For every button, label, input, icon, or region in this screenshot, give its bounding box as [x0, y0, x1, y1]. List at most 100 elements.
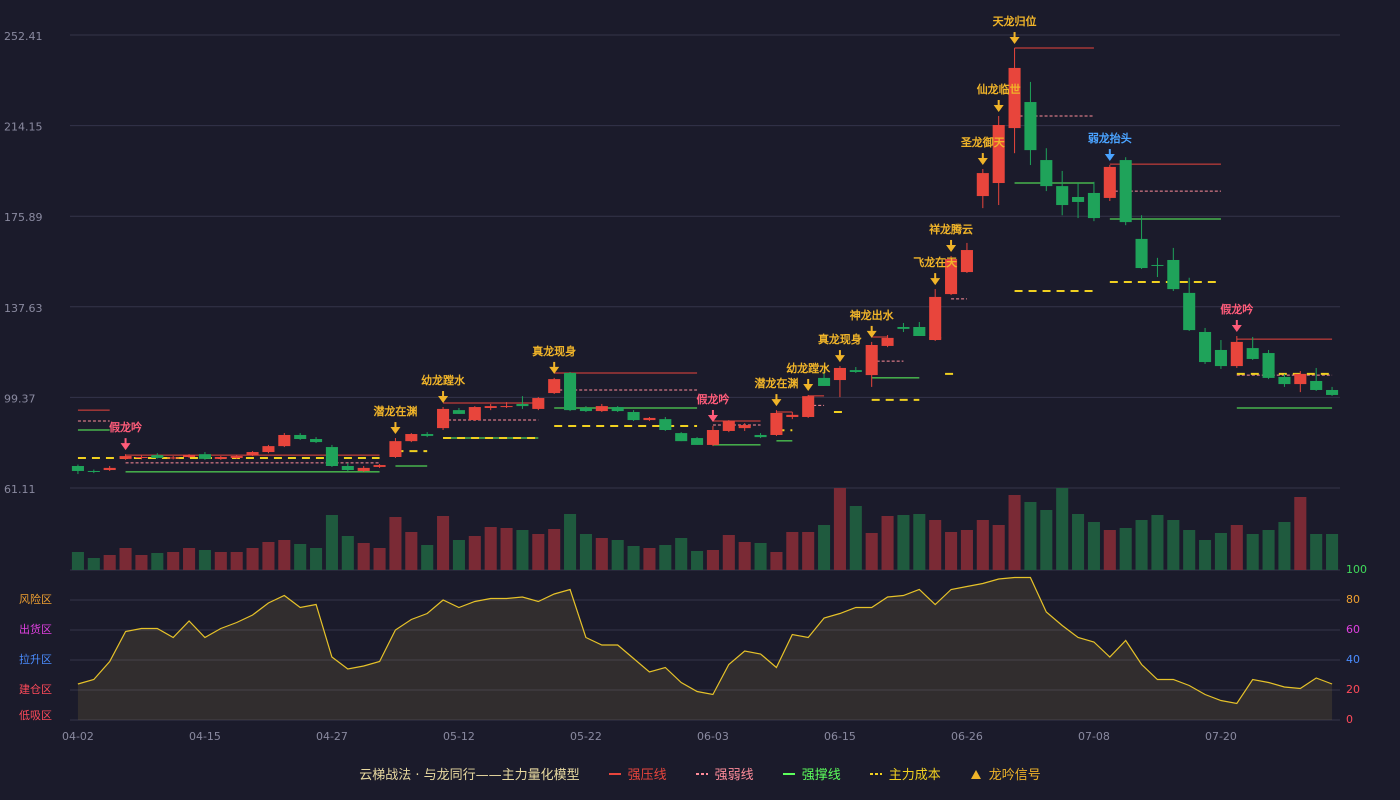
candle-body — [71, 466, 84, 471]
legend-marker — [970, 769, 981, 779]
volume-bar — [881, 516, 894, 570]
candle-body — [437, 408, 450, 429]
volume-bar — [1103, 530, 1116, 570]
volume-bar — [770, 552, 783, 570]
volume-bar — [738, 542, 751, 570]
candle-body — [675, 433, 688, 442]
signal-label: 真龙现身 — [532, 344, 576, 358]
candle-body — [262, 446, 275, 453]
candle-body — [341, 466, 354, 471]
volume-bar — [198, 550, 211, 570]
volume-bar — [564, 514, 577, 570]
volume-bar — [627, 546, 640, 570]
candle-body — [786, 414, 799, 417]
candle-body — [1040, 160, 1053, 187]
volume-bar — [1230, 525, 1243, 570]
volume-bar — [754, 543, 767, 570]
volume-bar — [929, 520, 942, 570]
candle-body — [167, 457, 180, 459]
candle-body — [1246, 348, 1259, 359]
volume-bar — [611, 540, 624, 570]
volume-bar — [579, 534, 592, 570]
zone-label: 建仓区 — [19, 682, 52, 696]
volume-bar — [976, 520, 989, 570]
signal-arrow-head — [946, 244, 957, 252]
y2-tick-label: 60 — [1346, 623, 1360, 636]
y2-tick-label: 80 — [1346, 593, 1360, 606]
legend-item: 龙吟信号 — [969, 764, 1041, 783]
x-tick-label: 06-26 — [951, 730, 983, 743]
candle-body — [627, 412, 640, 421]
y-tick-label: 214.15 — [4, 121, 43, 134]
legend-swatch — [782, 772, 795, 775]
x-tick-label: 04-02 — [62, 730, 94, 743]
signal-arrow-head — [866, 330, 877, 338]
candle-body — [722, 421, 735, 431]
volume-bar — [675, 538, 688, 570]
x-tick-label: 07-20 — [1205, 730, 1237, 743]
zone-label: 风险区 — [19, 592, 52, 606]
volume-bar — [897, 515, 910, 570]
candle-body — [357, 467, 370, 471]
volume-bar — [135, 555, 148, 570]
volume-bar — [532, 534, 545, 570]
candle-body — [1262, 353, 1275, 378]
signal-arrow-head — [707, 414, 718, 422]
candle-body — [135, 457, 148, 459]
volume-bar — [1119, 528, 1132, 570]
signal-label: 仙龙临世 — [977, 82, 1021, 96]
y-tick-label: 137.63 — [4, 302, 43, 315]
volume-bar — [1199, 540, 1212, 570]
x-tick-label: 06-15 — [824, 730, 856, 743]
volume-bar — [341, 536, 354, 570]
zone-label: 低吸区 — [19, 709, 52, 722]
volume-bar — [1024, 502, 1037, 570]
volume-bar — [214, 552, 227, 570]
candle-body — [1056, 186, 1069, 206]
signal-label: 幼龙蹚水 — [786, 361, 831, 375]
candle-body — [564, 372, 577, 411]
candle-body — [468, 407, 481, 421]
volume-bar — [595, 538, 608, 570]
signal-label: 幼龙蹚水 — [421, 373, 466, 387]
volume-bar — [1183, 530, 1196, 570]
candle-body — [1310, 380, 1323, 390]
candle-body — [548, 379, 561, 394]
legend-label: 强压线 — [627, 768, 667, 783]
candle-body — [198, 454, 211, 459]
volume-bar — [468, 536, 481, 570]
volume-bar — [389, 517, 402, 570]
chart: 61.11 99.37 137.63 175.89 214.15 252.41 0 20 40 6… — [4, 14, 1367, 743]
volume-bar — [802, 532, 815, 570]
signal-arrow-head — [771, 399, 782, 407]
candle-body — [738, 425, 751, 429]
volume-bar — [437, 516, 450, 570]
volume-bar — [1151, 515, 1164, 570]
candle-body — [421, 434, 434, 436]
y2-tick-label: 40 — [1346, 653, 1360, 666]
volume-bar — [1056, 488, 1069, 570]
candle-body — [151, 455, 164, 458]
candle-body — [595, 406, 608, 412]
volume-bar — [294, 544, 307, 570]
candle-body — [310, 439, 323, 443]
candle-body — [802, 396, 815, 417]
candle-body — [1151, 264, 1164, 266]
signal-arrow-head — [390, 427, 401, 435]
volume-bar — [1246, 534, 1259, 570]
volume-bar — [71, 552, 84, 570]
legend-swatch — [695, 772, 708, 775]
legend-title: 云梯战法 · 与龙同行——主力量化模型 — [359, 768, 580, 783]
legend-swatch — [869, 772, 882, 775]
signal-label: 天龙归位 — [993, 14, 1037, 28]
signal-arrow-head — [1009, 37, 1020, 45]
candle-body — [1278, 376, 1291, 385]
signal-label: 潜龙在渊 — [373, 404, 417, 418]
x-tick-label: 05-12 — [443, 730, 475, 743]
signal-arrow-head — [803, 383, 814, 391]
candle-body — [706, 430, 719, 445]
candle-body — [849, 370, 862, 372]
volume-bar — [183, 548, 196, 570]
candle-body — [611, 407, 624, 412]
legend-label: 强撑线 — [801, 768, 841, 783]
